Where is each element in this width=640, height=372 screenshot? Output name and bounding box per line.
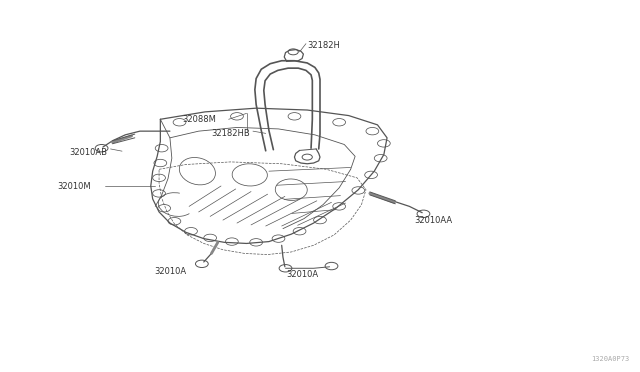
Text: 32010M: 32010M xyxy=(57,182,90,190)
Text: 32182HB: 32182HB xyxy=(211,129,250,138)
Text: 32010A: 32010A xyxy=(287,270,319,279)
Text: 32010AB: 32010AB xyxy=(70,148,108,157)
Text: 32010A: 32010A xyxy=(154,267,186,276)
Text: 32010AA: 32010AA xyxy=(415,216,452,225)
Text: 1320A0P73: 1320A0P73 xyxy=(591,356,630,362)
Text: 32182H: 32182H xyxy=(307,41,340,50)
Text: 32088M: 32088M xyxy=(182,115,216,124)
